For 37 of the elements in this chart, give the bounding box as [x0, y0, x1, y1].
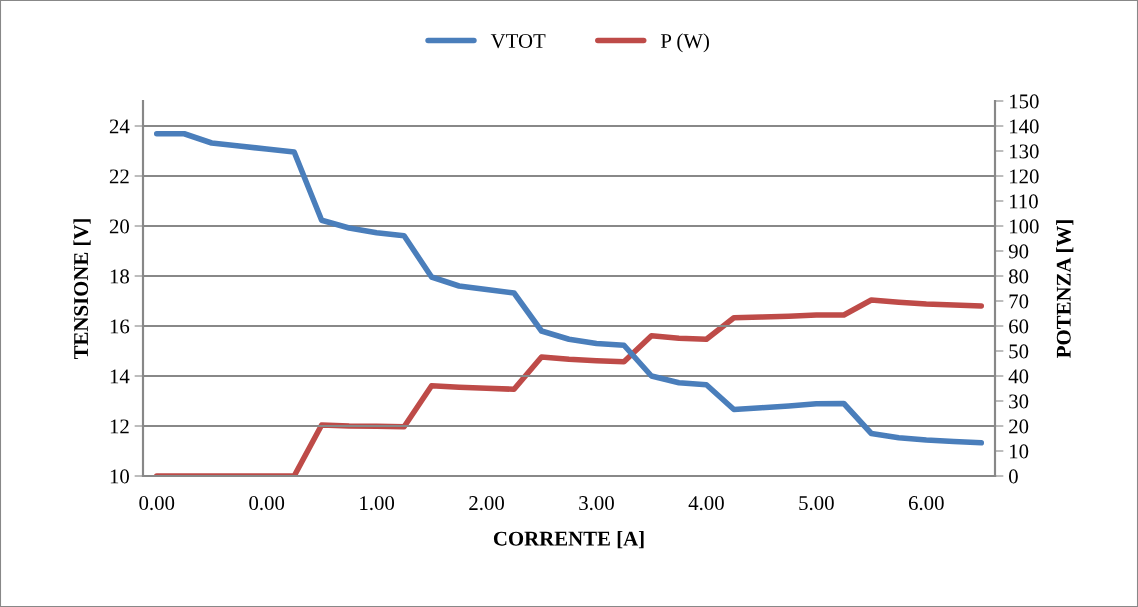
y-tick-label: 14 — [110, 369, 130, 384]
y2-tick-label: 140 — [1010, 119, 1039, 134]
y2-tick-label: 60 — [1009, 319, 1029, 334]
y-tick-label: 12 — [110, 419, 129, 434]
y2-tick-label: 110 — [1010, 194, 1038, 209]
y-tick-label: 18 — [110, 269, 130, 284]
y2-tick-label: 90 — [1008, 244, 1029, 259]
y2-axis-title: POTENZA [W] — [1056, 220, 1074, 358]
y2-tick-label: 50 — [1009, 344, 1029, 359]
legend-label: P (W) — [660, 33, 709, 53]
y2-tick-label: 70 — [1009, 294, 1029, 309]
y-tick-label: 24 — [109, 119, 130, 134]
y-tick-label: 10 — [110, 469, 130, 484]
y2-tick-label: 120 — [1010, 169, 1039, 184]
y-tick-label: 20 — [109, 219, 130, 234]
y2-tick-label: 0 — [1008, 469, 1018, 484]
x-tick-label: 3.00 — [579, 496, 614, 511]
x-tick-label: 6.00 — [908, 496, 944, 511]
y2-tick-label: 10 — [1010, 444, 1029, 459]
x-tick-label: 1.00 — [360, 496, 395, 511]
y-axis-title: TENSIONE [V] — [73, 219, 91, 360]
y2-tick-label: 30 — [1009, 394, 1029, 409]
x-axis-title: CORRENTE [A] — [493, 531, 644, 549]
x-tick-label: 2.00 — [469, 496, 504, 511]
legend-label: VTOT — [490, 34, 546, 49]
x-tick-label: 0.00 — [249, 496, 285, 511]
y2-tick-label: 100 — [1010, 219, 1039, 234]
x-tick-label: 4.00 — [688, 496, 724, 511]
x-tick-label: 5.00 — [799, 496, 834, 511]
y-tick-label: 16 — [110, 319, 130, 334]
y-tick-label: 22 — [109, 169, 129, 184]
y2-tick-label: 20 — [1009, 419, 1029, 434]
y2-tick-label: 130 — [1010, 144, 1039, 159]
x-tick-label: 0.00 — [139, 496, 175, 511]
y2-tick-label: 150 — [1010, 94, 1039, 109]
y2-tick-label: 80 — [1008, 269, 1029, 284]
y2-tick-label: 40 — [1008, 369, 1029, 384]
